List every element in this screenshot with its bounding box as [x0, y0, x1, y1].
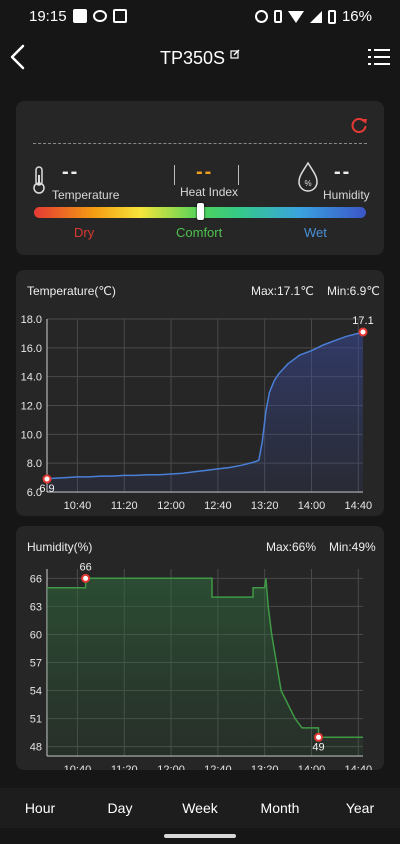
divider	[33, 143, 367, 144]
humidity-value: --	[334, 161, 352, 183]
y-tick-label: 60	[30, 629, 42, 641]
series-area	[47, 578, 363, 756]
menu-icon[interactable]	[368, 48, 390, 66]
y-tick-label: 10.0	[21, 429, 42, 441]
tab-day[interactable]: Day	[107, 800, 133, 816]
max-marker	[358, 327, 368, 337]
vibrate-icon	[273, 10, 282, 23]
humidity-icon-symbol: %	[304, 179, 311, 188]
scale-dry-label: Dry	[74, 225, 95, 240]
y-tick-label: 8.0	[27, 458, 42, 470]
battery-icon	[327, 9, 336, 24]
y-tick-label: 63	[30, 601, 42, 613]
divider	[238, 165, 239, 185]
scale-comfort-label: Comfort	[176, 225, 223, 240]
photo-icon	[73, 9, 87, 23]
y-tick-label: 6.0	[27, 487, 42, 499]
y-tick-label: 12.0	[21, 401, 42, 413]
water-drop-icon: %	[298, 161, 318, 192]
x-tick-label: 12:40	[204, 764, 232, 770]
chat-icon	[93, 10, 107, 22]
humidity-chart-title: Humidity(%)	[27, 540, 93, 554]
y-tick-label: 18.0	[21, 314, 42, 326]
y-tick-label: 16.0	[21, 343, 42, 355]
y-tick-label: 66	[30, 573, 42, 585]
temperature-chart-card: Temperature(℃) Max:17.1℃ Min:6.9℃ 6.0 8.0…	[16, 270, 384, 516]
back-arrow-icon[interactable]	[8, 44, 28, 70]
y-tick-label: 54	[30, 686, 42, 698]
temperature-value: --	[62, 161, 80, 183]
x-tick-label: 14:00	[298, 764, 326, 770]
max-marker-label: 17.1	[352, 315, 373, 327]
x-tick-label: 14:40	[345, 500, 373, 512]
x-tick-label: 10:40	[64, 500, 92, 512]
y-tick-label: 48	[30, 742, 42, 754]
x-tick-label: 10:40	[64, 764, 92, 770]
device-name: TP350S	[159, 48, 226, 68]
notification-icons	[73, 8, 127, 24]
comfort-indicator	[196, 203, 204, 220]
refresh-icon[interactable]	[350, 116, 368, 134]
tab-month[interactable]: Month	[260, 800, 300, 816]
humidity-label: Humidity	[323, 188, 370, 202]
status-bar: 19:15 16%	[0, 0, 400, 32]
humidity-chart-card: Humidity(%) Max:66% Min:49% 48 51 54 57 60 63…	[16, 526, 384, 770]
humidity-chart[interactable]: 48 51 54 57 60 63 66 10:40 11:20 12:00 12:40 13:20 1…	[16, 526, 384, 770]
home-indicator[interactable]	[164, 834, 236, 838]
wifi-icon	[287, 10, 304, 23]
x-tick-label: 12:40	[204, 500, 232, 512]
x-tick-label: 12:00	[157, 500, 185, 512]
series-line	[46, 331, 364, 480]
battery-percent: 16%	[341, 8, 372, 25]
edit-icon[interactable]	[230, 49, 240, 59]
x-tick-label: 11:20	[111, 764, 138, 770]
min-marker	[314, 732, 324, 742]
series-line	[47, 577, 363, 739]
min-marker	[42, 474, 52, 484]
humidity-min-label: Min:49%	[329, 540, 376, 554]
y-tick-label: 51	[30, 714, 42, 726]
signal-icon	[309, 10, 322, 23]
page-title[interactable]: TP350S	[0, 48, 400, 69]
status-right: 16%	[254, 8, 372, 25]
max-marker-label: 66	[79, 561, 91, 573]
period-tab-bar: Hour Day Week Month Year	[0, 788, 400, 828]
x-tick-label: 14:40	[345, 764, 373, 770]
alarm-icon	[254, 10, 268, 23]
divider	[174, 165, 175, 185]
tab-year[interactable]: Year	[345, 800, 375, 816]
app-header: TP350S	[0, 34, 400, 84]
x-tick-label: 12:00	[157, 764, 185, 770]
humidity-max-label: Max:66%	[266, 540, 317, 554]
temperature-chart[interactable]: 6.0 8.0 10.0 12.0 14.0 16.0 18.0 10:40 11:20 12:0…	[16, 270, 384, 516]
status-time: 19:15	[29, 8, 67, 25]
x-tick-label: 13:20	[251, 764, 279, 770]
heat-index-label: Heat Index	[180, 185, 239, 199]
thermometer-icon	[33, 166, 45, 194]
series-area	[47, 332, 363, 492]
comfort-card: -- Temperature -- Heat Index % -- Humidi…	[16, 101, 384, 255]
temperature-max-label: Max:17.1℃	[251, 284, 314, 298]
heat-index-value: --	[196, 161, 214, 183]
temperature-label: Temperature	[52, 188, 120, 202]
x-tick-label: 11:20	[111, 500, 138, 512]
min-marker-label: 6.9	[39, 483, 54, 495]
y-tick-label: 57	[30, 658, 42, 670]
app-grid-icon	[113, 9, 127, 23]
scale-wet-label: Wet	[304, 225, 327, 240]
min-marker-label: 49	[312, 741, 324, 753]
x-tick-label: 13:20	[251, 500, 279, 512]
max-marker	[81, 573, 91, 583]
temperature-chart-title: Temperature(℃)	[27, 284, 116, 298]
tab-week[interactable]: Week	[182, 800, 218, 816]
temperature-min-label: Min:6.9℃	[327, 284, 380, 298]
y-tick-label: 14.0	[21, 372, 42, 384]
x-tick-label: 14:00	[298, 500, 326, 512]
tab-hour[interactable]: Hour	[24, 800, 56, 816]
